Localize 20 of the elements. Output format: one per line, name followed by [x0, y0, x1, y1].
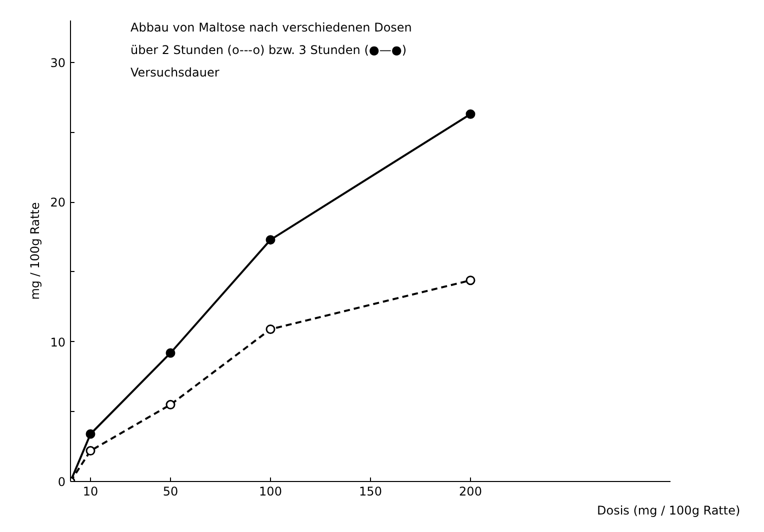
x-tick-label: 100 [259, 484, 282, 498]
text: Abbau von Maltose nach verschiedenen Dosen über 2 Stunden (o---o) bzw. 3 Stunden (●—●) Versuchsdauer [130, 20, 412, 80]
point [266, 235, 276, 245]
point [466, 276, 476, 286]
y-tick-label: 10 [50, 335, 66, 350]
point [86, 446, 96, 456]
x-axis-title: Dosis (mg / 100g Ratte) [597, 504, 740, 518]
y-tick-label: 0 [58, 475, 66, 489]
x-tick-label: 10 [82, 484, 98, 498]
y-tick-label: 20 [50, 196, 66, 210]
y-axis-title: mg / 100g Ratte [28, 202, 42, 300]
point [466, 109, 476, 119]
point [266, 324, 276, 334]
point [86, 429, 96, 439]
x-tick-label: 50 [162, 484, 178, 498]
y-tick-label: 30 [50, 56, 66, 70]
x-tick-label: 150 [359, 484, 382, 498]
x-tick-label: 200 [459, 484, 482, 498]
point [166, 400, 176, 410]
point [166, 348, 176, 358]
